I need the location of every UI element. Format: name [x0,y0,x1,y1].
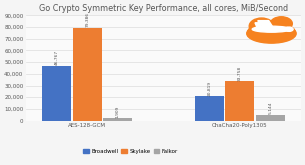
Title: Go Crypto Symmetric Key Performance, all cores, MiB/Second: Go Crypto Symmetric Key Performance, all… [39,4,288,13]
Polygon shape [255,23,263,29]
Bar [73,28,102,121]
Text: 1,909: 1,909 [116,105,120,118]
Legend: Broadwell, Skylake, Falkor: Broadwell, Skylake, Falkor [81,147,180,156]
Ellipse shape [247,24,296,43]
Text: 33,758: 33,758 [238,65,242,81]
Text: 46,767: 46,767 [55,50,59,65]
Ellipse shape [248,23,295,40]
Text: 79,386: 79,386 [85,12,89,27]
Text: 5,144: 5,144 [268,101,272,114]
Ellipse shape [252,26,291,32]
Bar [256,115,285,121]
Bar [195,96,224,121]
Ellipse shape [249,18,274,34]
Ellipse shape [285,27,293,31]
Bar [103,118,132,121]
Polygon shape [258,21,274,29]
Text: 20,819: 20,819 [207,81,211,96]
Ellipse shape [270,17,292,31]
Bar [42,66,71,121]
Bar [225,81,254,121]
